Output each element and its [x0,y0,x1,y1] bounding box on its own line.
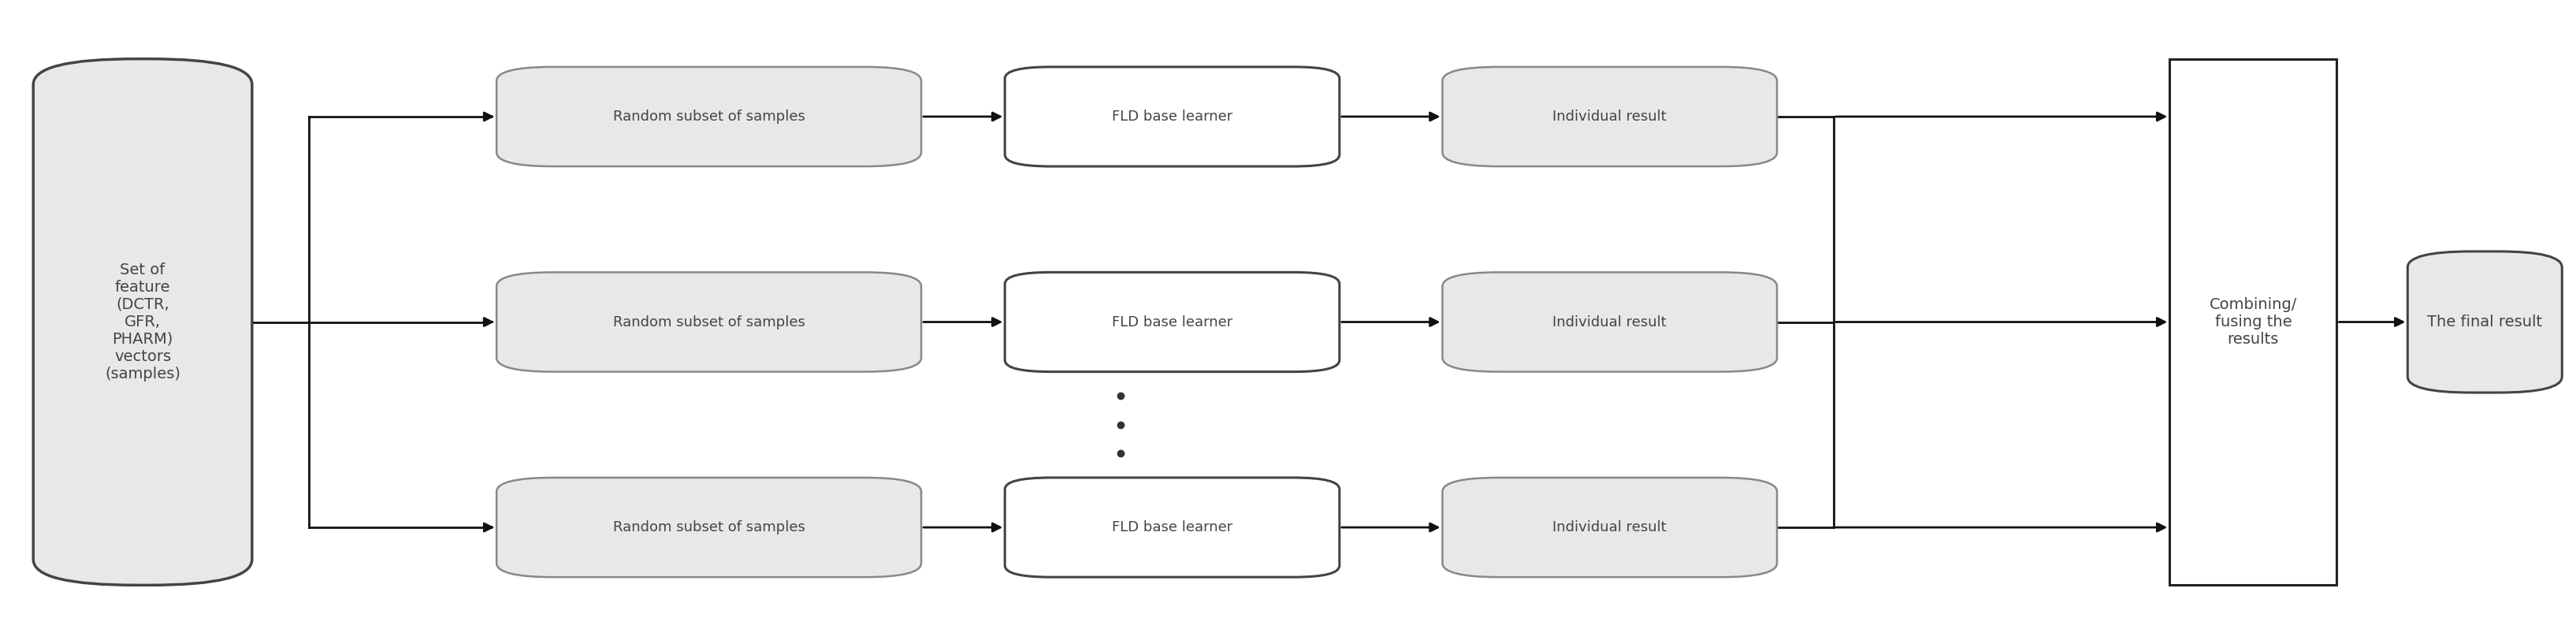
FancyBboxPatch shape [33,59,252,585]
Text: Set of
feature
(DCTR,
GFR,
PHARM)
vectors
(samples): Set of feature (DCTR, GFR, PHARM) vector… [106,263,180,381]
Text: Random subset of samples: Random subset of samples [613,520,804,535]
Text: Random subset of samples: Random subset of samples [613,109,804,124]
Text: FLD base learner: FLD base learner [1113,315,1231,329]
Text: The final result: The final result [2427,314,2543,330]
FancyBboxPatch shape [1005,272,1340,372]
Text: Combining/
fusing the
results: Combining/ fusing the results [2210,297,2298,347]
FancyBboxPatch shape [1443,272,1777,372]
Text: Individual result: Individual result [1553,520,1667,535]
FancyBboxPatch shape [497,67,922,166]
Text: Individual result: Individual result [1553,315,1667,329]
FancyBboxPatch shape [497,272,922,372]
FancyBboxPatch shape [2409,251,2563,393]
Text: Random subset of samples: Random subset of samples [613,315,804,329]
FancyBboxPatch shape [497,478,922,577]
Text: FLD base learner: FLD base learner [1113,109,1231,124]
Text: Individual result: Individual result [1553,109,1667,124]
FancyBboxPatch shape [1005,478,1340,577]
FancyBboxPatch shape [1005,67,1340,166]
FancyBboxPatch shape [1443,478,1777,577]
Text: FLD base learner: FLD base learner [1113,520,1231,535]
Bar [2169,59,2336,585]
FancyBboxPatch shape [1443,67,1777,166]
